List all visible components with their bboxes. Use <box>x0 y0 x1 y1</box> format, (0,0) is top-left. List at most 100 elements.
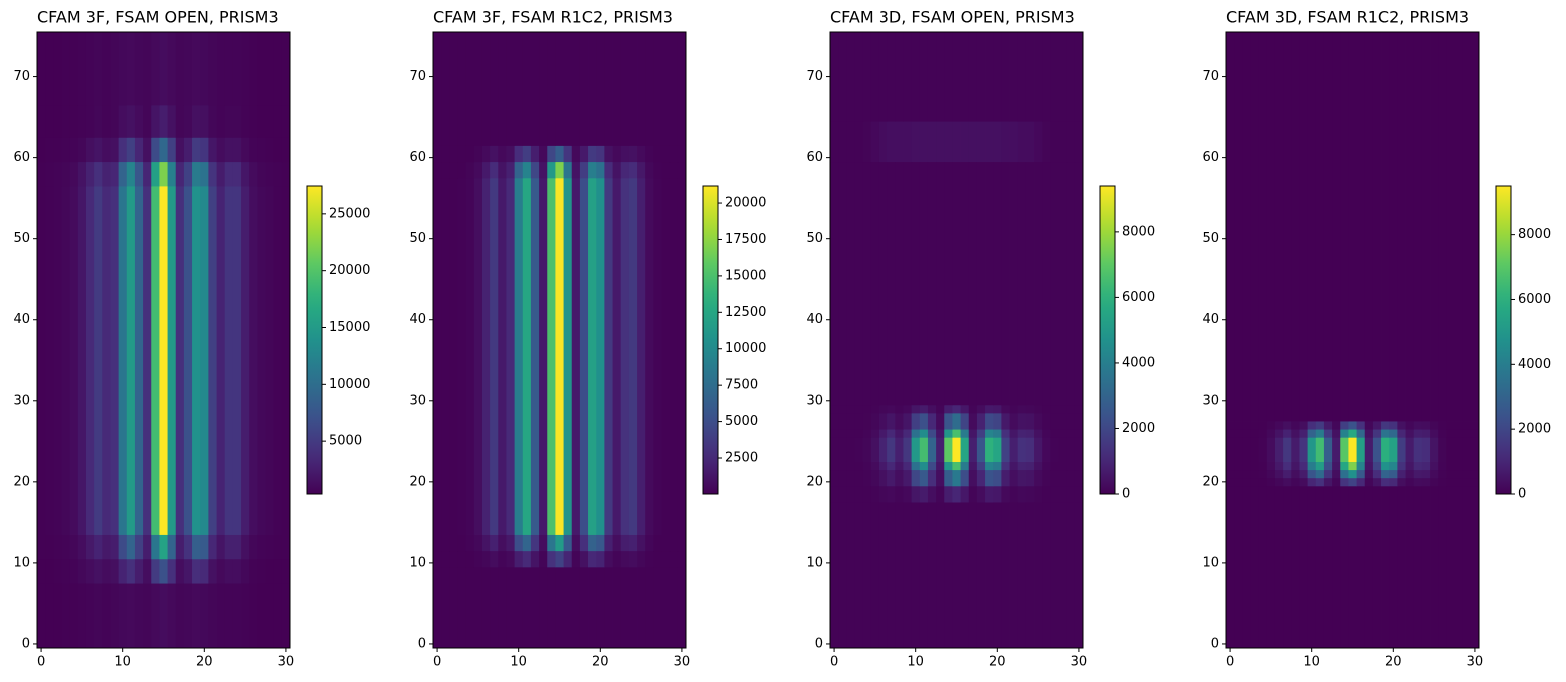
heatmap-cell <box>936 437 945 462</box>
heatmap-cell <box>1050 469 1059 487</box>
heatmap-cell <box>126 186 136 535</box>
heatmap-cell <box>547 145 556 163</box>
heatmap-cell <box>547 161 556 179</box>
heatmap-cell <box>45 104 54 138</box>
heatmap-cell <box>960 429 970 438</box>
heatmap-cell <box>927 502 937 649</box>
heatmap-cell <box>645 177 654 535</box>
heatmap-cell <box>281 104 291 138</box>
heatmap-cell <box>596 566 605 649</box>
heatmap-cell <box>514 534 524 552</box>
heatmap-cell <box>53 186 62 535</box>
heatmap-cell <box>960 485 970 503</box>
heatmap-cell <box>830 32 839 122</box>
x-tick-label: 0 <box>37 655 45 670</box>
heatmap-cell <box>514 550 524 568</box>
heatmap-cell <box>257 161 266 187</box>
heatmap-cell <box>895 485 904 503</box>
heatmap-cell <box>530 550 540 568</box>
heatmap-cell <box>1405 469 1415 479</box>
heatmap-cell <box>1266 461 1276 471</box>
heatmap-cell <box>1397 429 1406 438</box>
heatmap-cell <box>628 32 638 146</box>
heatmap-cell <box>473 566 483 649</box>
heatmap-cell <box>265 186 275 535</box>
heatmap-cell <box>1009 469 1019 487</box>
y-tick-label: 40 <box>1202 312 1219 327</box>
heatmap-cell <box>167 558 177 584</box>
heatmap-cell <box>126 558 136 584</box>
heatmap-cell <box>498 550 507 568</box>
heatmap-cell <box>522 534 532 552</box>
heatmap-cell <box>506 161 516 179</box>
heatmap-cell <box>1454 429 1464 438</box>
heatmap-cell <box>927 404 937 414</box>
heatmap-cell <box>936 404 945 414</box>
heatmap-cell <box>547 534 556 552</box>
heatmap-cell <box>1066 404 1076 414</box>
heatmap-cell <box>37 558 46 584</box>
heatmap-cell <box>976 502 986 649</box>
heatmap-cell <box>911 461 921 471</box>
heatmap-cell <box>249 534 258 560</box>
heatmap-cell <box>232 186 242 535</box>
heatmap-cell <box>61 104 71 138</box>
heatmap-cell <box>1454 461 1464 471</box>
heatmap-cell <box>1009 429 1019 438</box>
heatmap-cell <box>555 161 564 179</box>
heatmap-cell <box>854 437 864 462</box>
heatmap-cell <box>1405 437 1415 462</box>
heatmap-cell <box>579 534 589 552</box>
heatmap-cell <box>579 161 589 179</box>
y-tick-label: 30 <box>409 393 426 408</box>
heatmap-cell <box>522 32 532 146</box>
colorbar-tick-label: 20000 <box>725 196 766 211</box>
heatmap-cell <box>927 121 937 163</box>
heatmap-cell <box>1242 421 1251 430</box>
heatmap-cell <box>457 566 467 649</box>
y-tick-label: 60 <box>13 150 30 165</box>
heatmap-cell <box>944 485 953 503</box>
heatmap-cell <box>1397 461 1406 471</box>
heatmap-cell <box>637 161 646 179</box>
heatmap-cell <box>1042 461 1051 471</box>
heatmap-cell <box>1397 421 1406 430</box>
heatmap-cell <box>677 534 687 552</box>
y-tick-label: 60 <box>806 150 823 165</box>
heatmap-cell <box>1430 32 1439 422</box>
heatmap-cell <box>1413 469 1423 479</box>
heatmap-cell <box>1242 461 1251 471</box>
heatmap-cell <box>61 186 71 535</box>
heatmap-cell <box>1470 469 1480 479</box>
heatmap-cell <box>677 32 687 146</box>
heatmap-cell <box>968 461 978 471</box>
heatmap-cell <box>968 469 978 487</box>
y-tick-label: 70 <box>806 69 823 84</box>
heatmap-cell <box>985 469 994 487</box>
heatmap-cell <box>216 104 226 138</box>
heatmap-cell <box>1050 32 1059 122</box>
heatmap-cell <box>1226 469 1235 479</box>
heatmap-cell <box>911 437 921 462</box>
heatmap-cell <box>1042 412 1051 430</box>
heatmap-cell <box>192 534 201 560</box>
heatmap-cell <box>1438 469 1447 479</box>
heatmap-cell <box>661 534 671 552</box>
heatmap-cell <box>1364 461 1374 471</box>
heatmap-cell <box>661 566 671 649</box>
heatmap-cell <box>936 502 945 649</box>
heatmap-cell <box>69 32 79 106</box>
heatmap-cell <box>968 502 978 649</box>
heatmap-cell <box>1323 421 1333 430</box>
heatmap-cell <box>985 412 994 430</box>
heatmap-cell <box>159 534 168 560</box>
heatmap-cell <box>200 137 209 163</box>
heatmap-cell <box>53 32 62 106</box>
heatmap-cell <box>1250 32 1260 422</box>
heatmap-cell <box>465 177 475 535</box>
heatmap-cell <box>1234 437 1243 462</box>
heatmap-cell <box>1274 461 1284 471</box>
heatmap-cell <box>563 550 573 568</box>
heatmap-cell <box>985 404 994 414</box>
heatmap-cell <box>265 104 275 138</box>
